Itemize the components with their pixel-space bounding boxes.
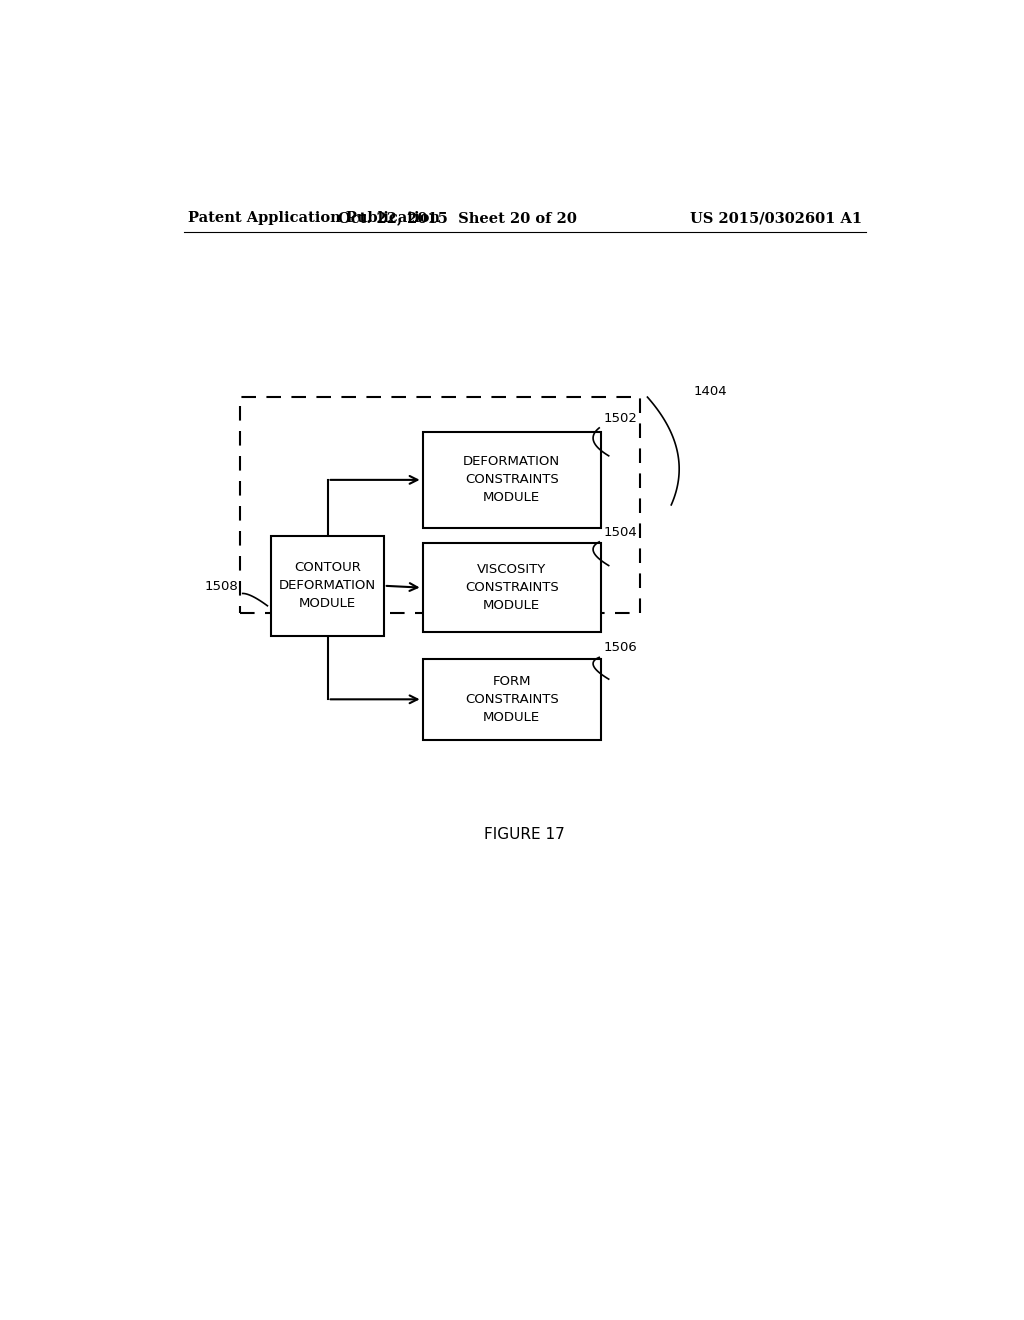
Bar <box>271 536 384 636</box>
Text: CONTOUR
DEFORMATION
MODULE: CONTOUR DEFORMATION MODULE <box>279 561 376 610</box>
Text: 1502: 1502 <box>603 412 637 425</box>
Bar <box>423 432 601 528</box>
Text: 1506: 1506 <box>603 642 637 655</box>
Bar <box>423 544 601 632</box>
Text: 1404: 1404 <box>693 385 727 397</box>
Bar <box>241 397 640 612</box>
Text: 1504: 1504 <box>603 525 637 539</box>
Bar <box>423 659 601 739</box>
Text: DEFORMATION
CONSTRAINTS
MODULE: DEFORMATION CONSTRAINTS MODULE <box>463 455 560 504</box>
Text: Oct. 22, 2015  Sheet 20 of 20: Oct. 22, 2015 Sheet 20 of 20 <box>338 211 577 226</box>
Text: US 2015/0302601 A1: US 2015/0302601 A1 <box>690 211 862 226</box>
Text: VISCOSITY
CONSTRAINTS
MODULE: VISCOSITY CONSTRAINTS MODULE <box>465 564 558 612</box>
Text: FORM
CONSTRAINTS
MODULE: FORM CONSTRAINTS MODULE <box>465 675 558 723</box>
Text: 1508: 1508 <box>205 581 239 594</box>
Text: FIGURE 17: FIGURE 17 <box>484 826 565 842</box>
Text: Patent Application Publication: Patent Application Publication <box>187 211 439 226</box>
